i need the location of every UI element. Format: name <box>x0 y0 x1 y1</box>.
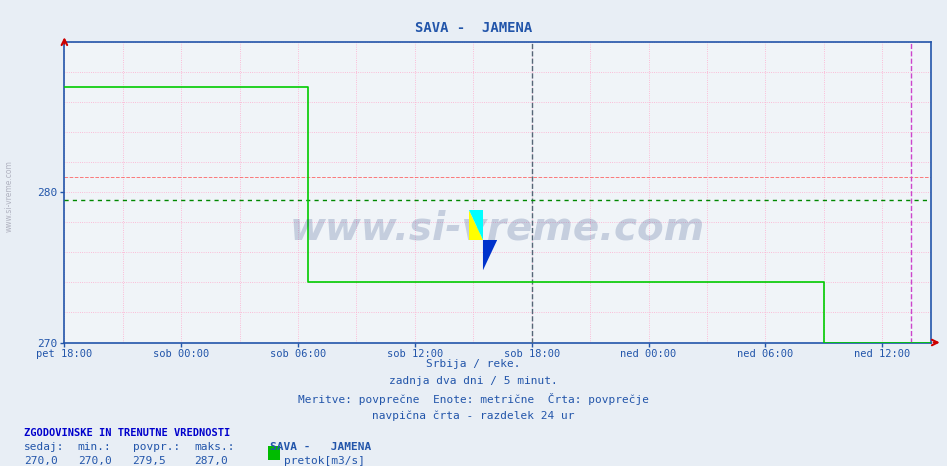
Polygon shape <box>483 240 497 270</box>
Text: 279,5: 279,5 <box>133 456 167 466</box>
Polygon shape <box>469 210 483 240</box>
Text: www.si-vreme.com: www.si-vreme.com <box>290 209 706 247</box>
Text: min.:: min.: <box>78 442 112 452</box>
Text: SAVA -   JAMENA: SAVA - JAMENA <box>270 442 371 452</box>
Text: ZGODOVINSKE IN TRENUTNE VREDNOSTI: ZGODOVINSKE IN TRENUTNE VREDNOSTI <box>24 428 230 438</box>
Text: sedaj:: sedaj: <box>24 442 64 452</box>
Text: www.si-vreme.com: www.si-vreme.com <box>5 160 14 232</box>
Text: zadnja dva dni / 5 minut.: zadnja dva dni / 5 minut. <box>389 376 558 386</box>
Text: maks.:: maks.: <box>194 442 235 452</box>
Text: pretok[m3/s]: pretok[m3/s] <box>284 456 366 466</box>
Text: SAVA -  JAMENA: SAVA - JAMENA <box>415 21 532 35</box>
Text: 270,0: 270,0 <box>24 456 58 466</box>
Text: 270,0: 270,0 <box>78 456 112 466</box>
Polygon shape <box>469 210 483 240</box>
Text: Meritve: povprečne  Enote: metrične  Črta: povprečje: Meritve: povprečne Enote: metrične Črta:… <box>298 393 649 405</box>
Text: 287,0: 287,0 <box>194 456 228 466</box>
Text: Srbija / reke.: Srbija / reke. <box>426 359 521 369</box>
Text: navpična črta - razdelek 24 ur: navpična črta - razdelek 24 ur <box>372 411 575 421</box>
Text: povpr.:: povpr.: <box>133 442 180 452</box>
